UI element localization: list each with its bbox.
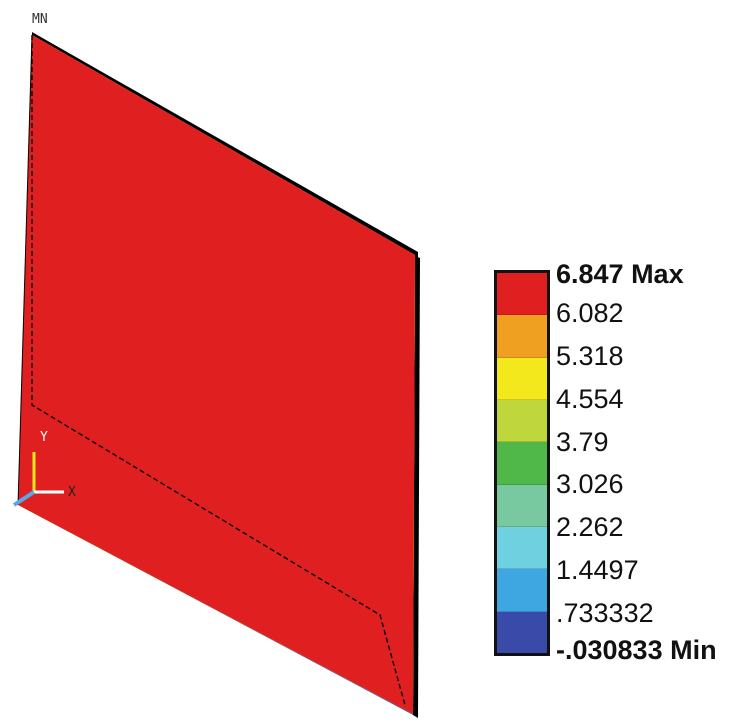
legend-label: 5.318 [556,340,624,371]
legend-label: 4.554 [556,383,624,414]
legend-swatch [497,273,547,316]
axis-triad [12,452,64,507]
legend-label: 6.847 Max [556,259,684,289]
legend-swatch [497,442,547,485]
contour-plot [12,32,420,718]
legend-label: 1.4497 [556,555,639,586]
axis-label-y: Y [40,430,48,445]
legend-swatch [497,484,547,527]
legend-label: 6.082 [556,297,624,328]
legend-color-bar [494,270,550,656]
legend-swatch [497,569,547,612]
legend-label: 2.262 [556,512,624,543]
legend-swatch [497,526,547,570]
plate-edge-right [413,255,420,718]
legend-swatch [497,611,547,653]
legend-label: 3.026 [556,469,624,500]
legend-swatch [497,399,547,443]
legend-label: .733332 [556,598,654,629]
plate-edge-left [17,34,33,506]
legend-swatch [497,315,547,358]
axis-label-z: Z [10,478,18,493]
legend-label: -.030833 Min [556,635,717,665]
legend-swatch [497,357,547,400]
axis-label-x: X [68,485,76,500]
corner-label-mn: MN [32,12,48,27]
legend-label: 3.79 [556,426,609,457]
plate-dashed-outline [31,35,406,706]
color-legend: 6.847 Max 6.082 5.318 4.554 3.79 3.026 2.262 1.… [494,261,755,664]
